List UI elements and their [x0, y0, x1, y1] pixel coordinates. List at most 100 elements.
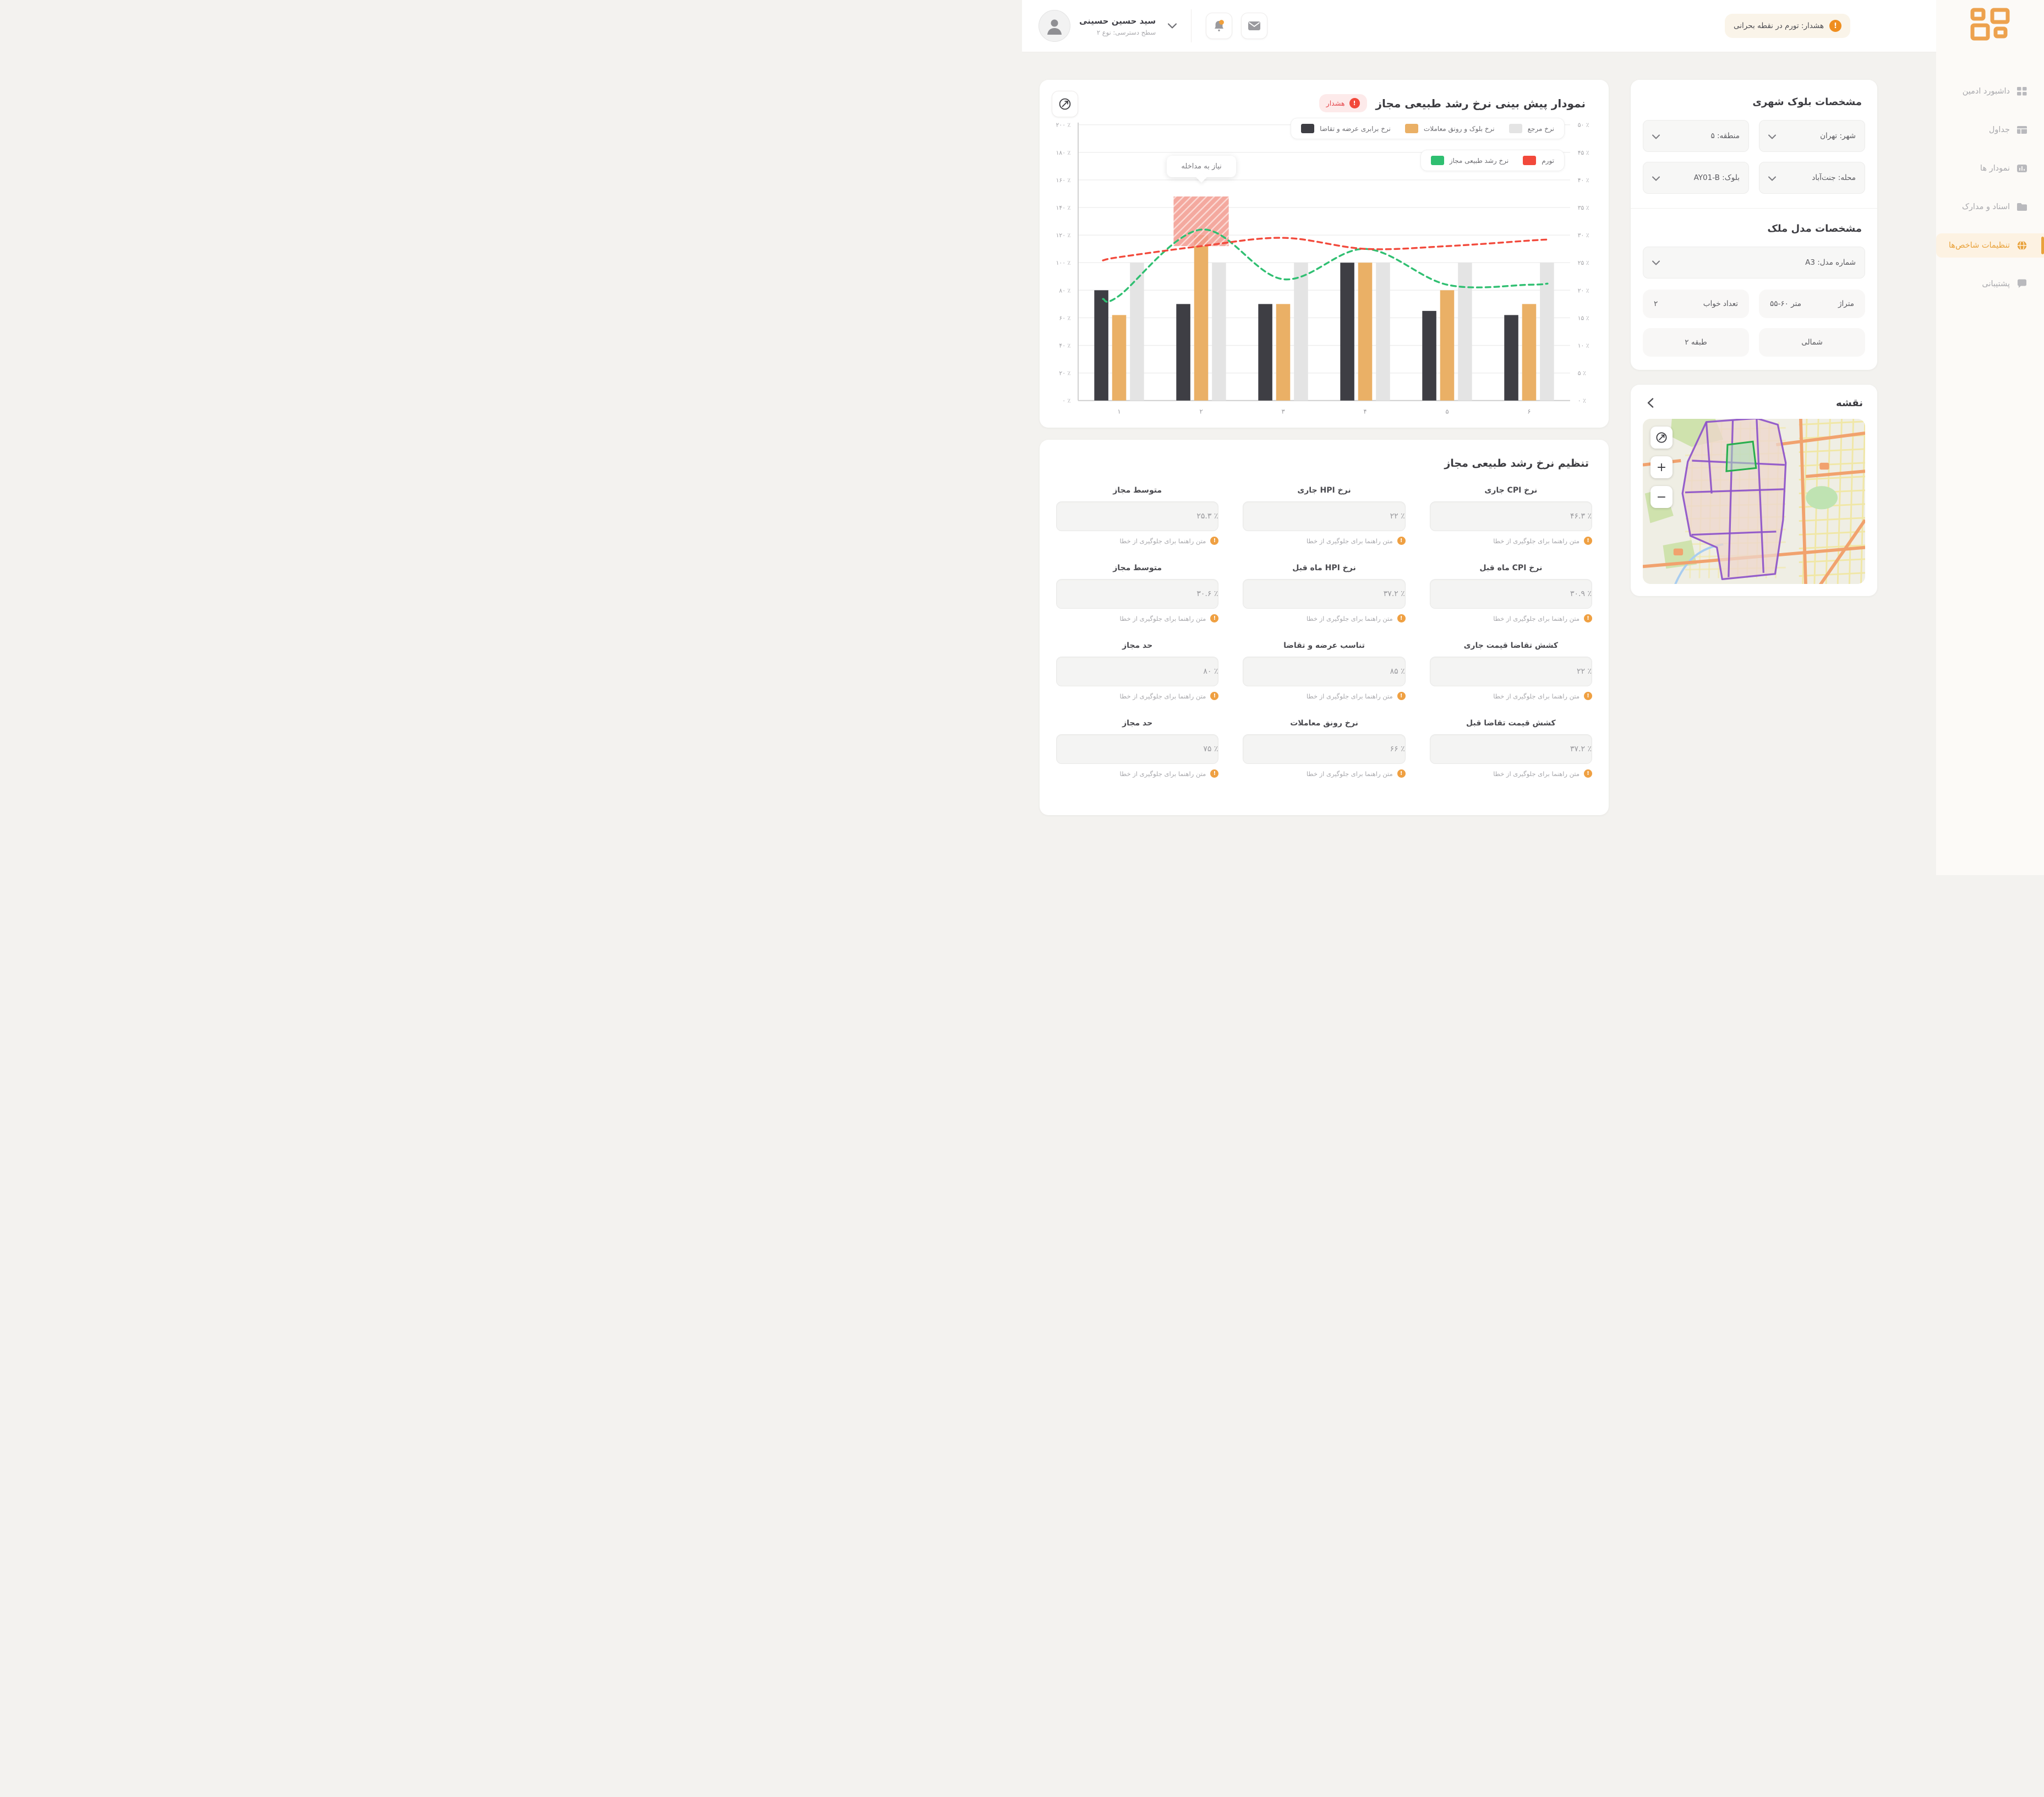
info-icon: ! — [1397, 692, 1406, 700]
svg-text:۱۰۰ ٪: ۱۰۰ ٪ — [1056, 259, 1071, 266]
legend-swatch — [1404, 124, 1418, 133]
svg-text:۰ ٪: ۰ ٪ — [1578, 397, 1586, 405]
field-input[interactable]: ۳۰.۹ ٪ — [1429, 579, 1592, 609]
field-value: ۲۵.۳ ٪ — [1196, 512, 1218, 521]
field-label: حد مجاز — [1122, 719, 1153, 728]
sidebar-item-label: داشبورد ادمین — [1962, 87, 2010, 96]
svg-text:۲: ۲ — [1199, 408, 1203, 415]
page: داشبورد ادمین جداول نمودار ها اسناد و مدارک… — [1022, 0, 2044, 899]
model-chip-3: شمالی — [1759, 328, 1865, 357]
chevron-left-icon[interactable] — [1645, 396, 1656, 410]
helper-text: متن راهنما برای جلوگیری از خطا — [1119, 537, 1206, 545]
messages-button[interactable] — [1241, 13, 1268, 39]
chart-expand-button[interactable] — [1052, 91, 1078, 117]
header: سید حسین حسینی سطح دسترسی: نوع ۲ ! هشدار… — [1022, 0, 1936, 52]
chevron-down-icon — [1652, 260, 1660, 265]
field-input[interactable]: ۸۵ ٪ — [1243, 657, 1406, 686]
field-input[interactable]: ۳۷.۲ ٪ — [1429, 734, 1592, 764]
sidebar-item-5[interactable]: تنظیمات شاخص‌ها — [1936, 233, 2044, 258]
map-expand-button[interactable] — [1650, 427, 1673, 449]
sidebar-item-label: اسناد و مدارک — [1961, 203, 2010, 211]
info-icon: ! — [1210, 692, 1219, 700]
dropdown-label: شهر: تهران — [1820, 132, 1856, 140]
field-input[interactable]: ۷۵ ٪ — [1056, 734, 1219, 764]
info-icon: ! — [1210, 614, 1219, 622]
legend-item[interactable]: نرخ برابری عرضه و تقاضا — [1301, 124, 1391, 133]
sidebar-item-label: جداول — [1988, 125, 2010, 134]
folder-icon — [2016, 201, 2027, 212]
svg-text:۴۰ ٪: ۴۰ ٪ — [1578, 177, 1589, 184]
field-input[interactable]: ۴۶.۳ ٪ — [1429, 501, 1592, 531]
sidebar-item-label: نمودار ها — [1980, 164, 2010, 173]
block-dropdown-2[interactable]: منطقه: ۵ — [1643, 120, 1749, 152]
legend-swatch — [1430, 156, 1444, 165]
field-value: ۲۲ ٪ — [1390, 512, 1405, 521]
field-input[interactable]: ۳۷.۲ ٪ — [1243, 579, 1406, 609]
avatar[interactable] — [1039, 10, 1070, 42]
helper-text: متن راهنما برای جلوگیری از خطا — [1119, 769, 1206, 778]
field-label: نرخ HPI جاری — [1297, 486, 1351, 495]
svg-text:۵۰ ٪: ۵۰ ٪ — [1578, 122, 1589, 129]
field-input[interactable]: ۲۲ ٪ — [1429, 657, 1592, 686]
chevron-down-icon[interactable] — [1168, 23, 1177, 29]
form-field: متوسط مجاز ۳۰.۶ ٪! متن راهنما برای جلوگیری… — [1056, 564, 1219, 622]
helper-text: متن راهنما برای جلوگیری از خطا — [1493, 537, 1580, 545]
field-input[interactable]: ۲۵.۳ ٪ — [1056, 501, 1219, 531]
legend-item[interactable]: نرخ رشد طبیعی مجاز — [1430, 156, 1509, 165]
field-input[interactable]: ۸۰ ٪ — [1056, 657, 1219, 686]
block-dropdown-grid: شهر: تهران منطقه: ۵ محله: جنت‌آباد بلوک: AY… — [1643, 120, 1865, 194]
model-specs-title: مشخصات مدل ملک — [1767, 223, 1862, 234]
legend-item[interactable]: تورم — [1523, 156, 1554, 165]
chart-title-row: نمودار پیش بینی نرخ رشد طبیعی مجاز ! هشد… — [1048, 90, 1600, 113]
map-zoom-out-button[interactable]: − — [1650, 486, 1673, 508]
map-zoom-in-button[interactable]: + — [1650, 456, 1673, 478]
field-label: نرخ CPI جاری — [1484, 486, 1538, 495]
form-field: حد مجاز ۷۵ ٪! متن راهنما برای جلوگیری از خ… — [1056, 719, 1219, 778]
form-field: نرخ CPI جاری ۴۶.۳ ٪! متن راهنما برای جلوگی… — [1429, 486, 1592, 545]
legend-item[interactable]: نرخ بلوک و رونق معاملات — [1404, 124, 1495, 133]
block-dropdown-1[interactable]: شهر: تهران — [1759, 120, 1865, 152]
map-canvas[interactable]: + − — [1643, 419, 1865, 584]
svg-text:۳۰ ٪: ۳۰ ٪ — [1578, 232, 1589, 239]
sidebar-item-1[interactable]: داشبورد ادمین — [1936, 79, 2044, 103]
info-icon: ! — [1584, 537, 1592, 545]
main-content: مشخصات بلوک شهری شهر: تهران منطقه: ۵ محله:… — [1022, 52, 1936, 899]
block-dropdown-3[interactable]: محله: جنت‌آباد — [1759, 162, 1865, 194]
sidebar-item-2[interactable]: جداول — [1936, 118, 2044, 142]
field-input[interactable]: ۳۰.۶ ٪ — [1056, 579, 1219, 609]
form-row-3: کشش تقاضا قیمت جاری ۲۲ ٪! متن راهنما برای … — [1056, 641, 1592, 700]
legend-label: نرخ بلوک و رونق معاملات — [1423, 124, 1495, 133]
helper-text: متن راهنما برای جلوگیری از خطا — [1493, 692, 1580, 700]
field-input[interactable]: ۶۶ ٪ — [1243, 734, 1406, 764]
warning-icon: ! — [1349, 98, 1360, 108]
notifications-button[interactable] — [1206, 13, 1233, 39]
model-chip-2: تعداد خواب ۲ — [1643, 290, 1749, 318]
form-field: کشش قیمت تقاضا قبل ۳۷.۲ ٪! متن راهنما برای… — [1429, 719, 1592, 778]
dropdown-label: محله: جنت‌آباد — [1812, 173, 1856, 182]
field-label: نرخ HPI ماه قبل — [1292, 564, 1356, 572]
sidebar-item-4[interactable]: اسناد و مدارک — [1936, 195, 2044, 219]
field-label: نرخ CPI ماه قبل — [1479, 564, 1543, 572]
field-label: حد مجاز — [1122, 641, 1153, 650]
model-number-dropdown[interactable]: شماره مدل: A3 — [1643, 247, 1865, 278]
legend-label: نرخ مرجع — [1527, 124, 1554, 133]
chart-title: نمودار پیش بینی نرخ رشد طبیعی مجاز — [1375, 96, 1586, 110]
map-park — [1806, 486, 1838, 510]
field-value: ۷۵ ٪ — [1203, 745, 1218, 753]
field-value: ۲۲ ٪ — [1576, 667, 1592, 676]
field-input[interactable]: ۲۲ ٪ — [1243, 501, 1406, 531]
sidebar-item-3[interactable]: نمودار ها — [1936, 156, 2044, 181]
field-helper: ! متن راهنما برای جلوگیری از خطا — [1056, 614, 1219, 622]
legend-item[interactable]: نرخ مرجع — [1509, 124, 1554, 133]
field-helper: ! متن راهنما برای جلوگیری از خطا — [1243, 537, 1406, 545]
field-helper: ! متن راهنما برای جلوگیری از خطا — [1243, 769, 1406, 778]
forecast-chart: ۰ ٪ ۰ ٪ ۲۰ ٪ ۵ ٪ ۴۰ ٪ ۱۰ ٪ ۶۰ ٪ ۱۵ ٪ ۸۰ ٪ ۲۰ ٪ ۱۰۰… — [1056, 122, 1589, 416]
helper-text: متن راهنما برای جلوگیری از خطا — [1493, 769, 1580, 778]
map-image — [1643, 419, 1865, 584]
field-helper: ! متن راهنما برای جلوگیری از خطا — [1056, 537, 1219, 545]
svg-text:۱۸۰ ٪: ۱۸۰ ٪ — [1056, 149, 1071, 156]
growth-settings-card: تنظیم نرخ رشد طبیعی مجاز نرخ CPI جاری ۴۶.… — [1040, 440, 1609, 815]
intervention-tooltip: نیاز به مداخله — [1167, 155, 1236, 177]
sidebar-item-6[interactable]: پشتیبانی — [1936, 272, 2044, 296]
block-dropdown-4[interactable]: بلوک: AY01-B — [1643, 162, 1749, 194]
